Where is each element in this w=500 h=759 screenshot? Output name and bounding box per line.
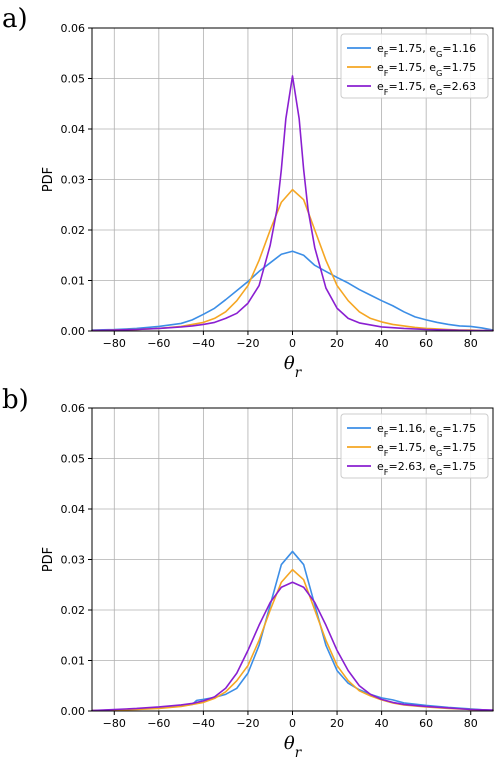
- y-tick-label: 0.04: [61, 503, 86, 516]
- chart-panel-1: a) −80 −60 −40 −20 0 20 40 60 80 0.00 0.01 0.02 0.03 0…: [2, 4, 494, 381]
- legend-label-2: eF=1.75, eG=1.75: [377, 441, 476, 458]
- x-tick-label: 0: [289, 337, 296, 350]
- series-line-3: [91, 75, 494, 332]
- x-tick-label: −80: [103, 717, 126, 730]
- x-tick-label: 80: [464, 337, 478, 350]
- legend-label-1: eF=1.75, eG=1.16: [377, 42, 476, 59]
- y-tick-label: 0.03: [61, 554, 86, 567]
- x-tick-label: −60: [147, 717, 170, 730]
- panel-label: a): [2, 4, 28, 34]
- x-tick-label: 40: [375, 717, 389, 730]
- chart-panel-2: b) −80 −60 −40 −20 0 20 40 60 80 0.00 0.01 0.02 0.03 0…: [2, 385, 494, 759]
- y-axis-label: PDF: [41, 547, 56, 572]
- y-tick-label: 0.01: [61, 655, 86, 668]
- series-line-3: [91, 581, 494, 712]
- y-tick-label: 0.02: [61, 604, 86, 617]
- legend: eF=1.75, eG=1.16 eF=1.75, eG=1.75 eF=1.75,…: [340, 33, 489, 99]
- x-tick-label: 80: [464, 717, 478, 730]
- y-tick-label: 0.06: [61, 22, 86, 35]
- y-tick-label: 0.00: [61, 705, 86, 718]
- y-tick-label: 0.05: [61, 73, 86, 86]
- x-tick-label: 60: [419, 337, 433, 350]
- y-tick-label: 0.06: [61, 402, 86, 415]
- x-tick-label: 20: [330, 337, 344, 350]
- legend-label-3: eF=2.63, eG=1.75: [377, 460, 476, 477]
- x-axis-label: θr: [284, 733, 303, 759]
- grid: [92, 27, 493, 332]
- series-line-2: [91, 188, 494, 332]
- y-tick-label: 0.02: [61, 224, 86, 237]
- x-tick-label: −20: [236, 337, 259, 350]
- y-tick-label: 0.01: [61, 275, 86, 288]
- legend: eF=1.16, eG=1.75 eF=1.75, eG=1.75 eF=2.63,…: [340, 413, 489, 479]
- panel-label: b): [2, 385, 29, 415]
- y-tick-label: 0.03: [61, 174, 86, 187]
- legend-label-3: eF=1.75, eG=2.63: [377, 80, 476, 97]
- y-axis-label: PDF: [41, 167, 56, 192]
- x-tick-label: 20: [330, 717, 344, 730]
- legend-label-2: eF=1.75, eG=1.75: [377, 61, 476, 78]
- x-tick-label: 0: [289, 717, 296, 730]
- legend-frame: [340, 413, 489, 479]
- x-tick-label: 60: [419, 717, 433, 730]
- series-line-1: [91, 250, 494, 331]
- legend-frame: [340, 33, 489, 99]
- y-tick-label: 0.05: [61, 453, 86, 466]
- x-tick-label: −60: [147, 337, 170, 350]
- x-tick-label: −40: [192, 337, 215, 350]
- legend-label-1: eF=1.16, eG=1.75: [377, 422, 476, 439]
- x-tick-label: −40: [192, 717, 215, 730]
- x-tick-label: −20: [236, 717, 259, 730]
- y-tick-label: 0.00: [61, 325, 86, 338]
- x-tick-label: 40: [375, 337, 389, 350]
- x-tick-label: −80: [103, 337, 126, 350]
- y-tick-label: 0.04: [61, 123, 86, 136]
- x-axis-label: θr: [284, 353, 303, 381]
